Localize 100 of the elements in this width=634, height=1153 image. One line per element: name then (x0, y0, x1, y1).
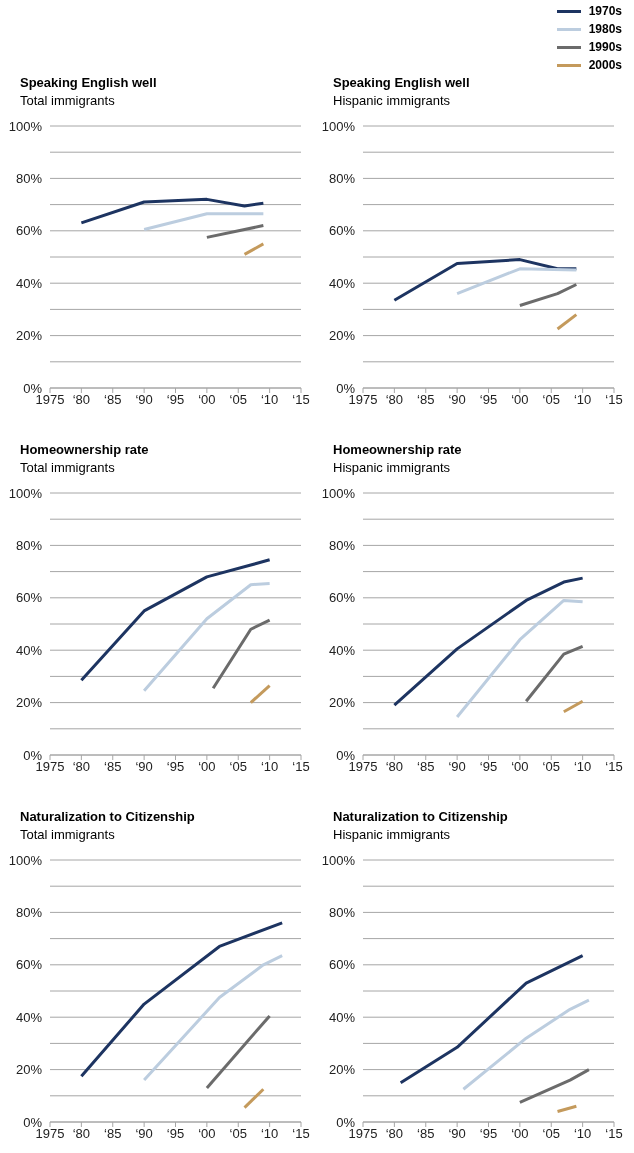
line-series (392, 258, 578, 302)
legend-label: 1990s (588, 40, 622, 54)
x-tick-label: ‘90 (448, 759, 466, 775)
x-tick-label: ‘80 (72, 759, 91, 775)
x-tick-label: ‘90 (135, 392, 153, 408)
x-tick-label: ‘00 (198, 392, 216, 408)
y-tick-label: 40% (328, 1009, 356, 1025)
y-tick-label: 100% (8, 852, 43, 868)
line-series (399, 954, 585, 1085)
x-tick-label: ‘90 (135, 759, 153, 775)
x-tick-label: ‘95 (166, 759, 185, 775)
x-tick-label: ‘15 (292, 1126, 310, 1142)
line-series (455, 598, 585, 719)
y-tick-label: 40% (328, 642, 356, 658)
x-tick-label: ‘15 (292, 759, 310, 775)
y-tick-label: 40% (15, 1009, 43, 1025)
y-tick-label: 20% (15, 1062, 43, 1078)
line-series (79, 197, 265, 225)
chart-subtitle: Total immigrants (20, 459, 116, 477)
y-tick-label: 100% (321, 485, 356, 501)
x-tick-label: ‘15 (605, 1126, 623, 1142)
y-tick-label: 100% (321, 118, 356, 134)
x-tick-label: ‘80 (72, 392, 91, 408)
x-tick-label: ‘05 (542, 392, 560, 408)
x-tick-label: ‘95 (479, 392, 498, 408)
y-tick-label: 80% (328, 171, 356, 187)
y-tick-label: 40% (15, 275, 43, 291)
legend-label: 1970s (588, 4, 622, 18)
line-series (79, 921, 284, 1078)
x-tick-label: ‘90 (448, 1126, 466, 1142)
x-tick-label: ‘15 (605, 392, 623, 408)
y-tick-label: 60% (328, 223, 356, 239)
line-series (461, 998, 591, 1091)
x-tick-label: ‘85 (417, 1126, 435, 1142)
y-tick-label: 20% (328, 1062, 356, 1078)
y-tick-label: 80% (15, 538, 43, 554)
y-tick-label: 20% (328, 328, 356, 344)
x-tick-label: ‘95 (479, 759, 498, 775)
chart-subtitle: Total immigrants (20, 826, 116, 844)
chart-title: Homeownership rate (20, 441, 150, 459)
x-tick-label: ‘05 (229, 392, 247, 408)
x-tick-label: ‘00 (198, 1126, 216, 1142)
x-tick-label: ‘00 (198, 759, 216, 775)
line-series (79, 558, 272, 682)
y-tick-label: 100% (8, 485, 43, 501)
y-tick-label: 20% (15, 695, 43, 711)
x-tick-label: ‘10 (260, 392, 279, 408)
chart-title: Homeownership rate (333, 441, 463, 459)
y-tick-label: 80% (15, 905, 43, 921)
x-tick-label: ‘85 (417, 392, 435, 408)
line-series (392, 576, 585, 707)
x-tick-label: ‘85 (417, 759, 435, 775)
x-tick-label: ‘05 (229, 1126, 247, 1142)
x-tick-label: ‘80 (72, 1126, 91, 1142)
chart-subtitle: Hispanic immigrants (333, 459, 452, 477)
y-tick-label: 100% (321, 852, 356, 868)
x-tick-label: ‘95 (479, 1126, 498, 1142)
x-tick-label: ‘80 (385, 392, 404, 408)
x-tick-label: ‘95 (166, 392, 185, 408)
x-tick-label: ‘15 (292, 392, 310, 408)
x-tick-label: ‘90 (135, 1126, 153, 1142)
x-tick-label: ‘85 (104, 759, 122, 775)
y-tick-label: 80% (15, 171, 43, 187)
x-tick-label: ‘85 (104, 392, 122, 408)
x-tick-label: ‘00 (511, 1126, 529, 1142)
x-tick-label: ‘00 (511, 392, 529, 408)
y-tick-label: 20% (15, 328, 43, 344)
chart-title: Naturalization to Citizenship (20, 808, 196, 826)
chart-subtitle: Hispanic immigrants (333, 826, 452, 844)
y-tick-label: 60% (15, 590, 43, 606)
y-tick-label: 60% (15, 223, 43, 239)
x-tick-label: ‘05 (542, 759, 560, 775)
x-tick-label: ‘95 (166, 1126, 185, 1142)
x-tick-label: ‘10 (260, 759, 279, 775)
x-tick-label: ‘10 (573, 759, 592, 775)
line-series (142, 581, 272, 693)
y-tick-label: 60% (15, 957, 43, 973)
x-tick-label: ‘85 (104, 1126, 122, 1142)
chart-title: Speaking English well (333, 74, 471, 92)
y-tick-label: 80% (328, 538, 356, 554)
x-tick-label: ‘10 (260, 1126, 279, 1142)
x-tick-label: ‘10 (573, 1126, 592, 1142)
x-tick-label: ‘80 (385, 1126, 404, 1142)
line-series (142, 954, 284, 1082)
chart-subtitle: Total immigrants (20, 92, 116, 110)
y-tick-label: 60% (328, 590, 356, 606)
y-tick-label: 60% (328, 957, 356, 973)
x-tick-label: ‘80 (385, 759, 404, 775)
legend-label: 2000s (588, 58, 622, 72)
x-tick-label: ‘05 (542, 1126, 560, 1142)
x-tick-label: ‘10 (573, 392, 592, 408)
chart-title: Naturalization to Citizenship (333, 808, 509, 826)
x-tick-label: ‘00 (511, 759, 529, 775)
legend-label: 1980s (588, 22, 622, 36)
x-tick-label: ‘15 (605, 759, 623, 775)
y-tick-label: 40% (328, 275, 356, 291)
x-tick-label: ‘90 (448, 392, 466, 408)
chart-title: Speaking English well (20, 74, 158, 92)
y-tick-label: 40% (15, 642, 43, 658)
y-tick-label: 20% (328, 695, 356, 711)
